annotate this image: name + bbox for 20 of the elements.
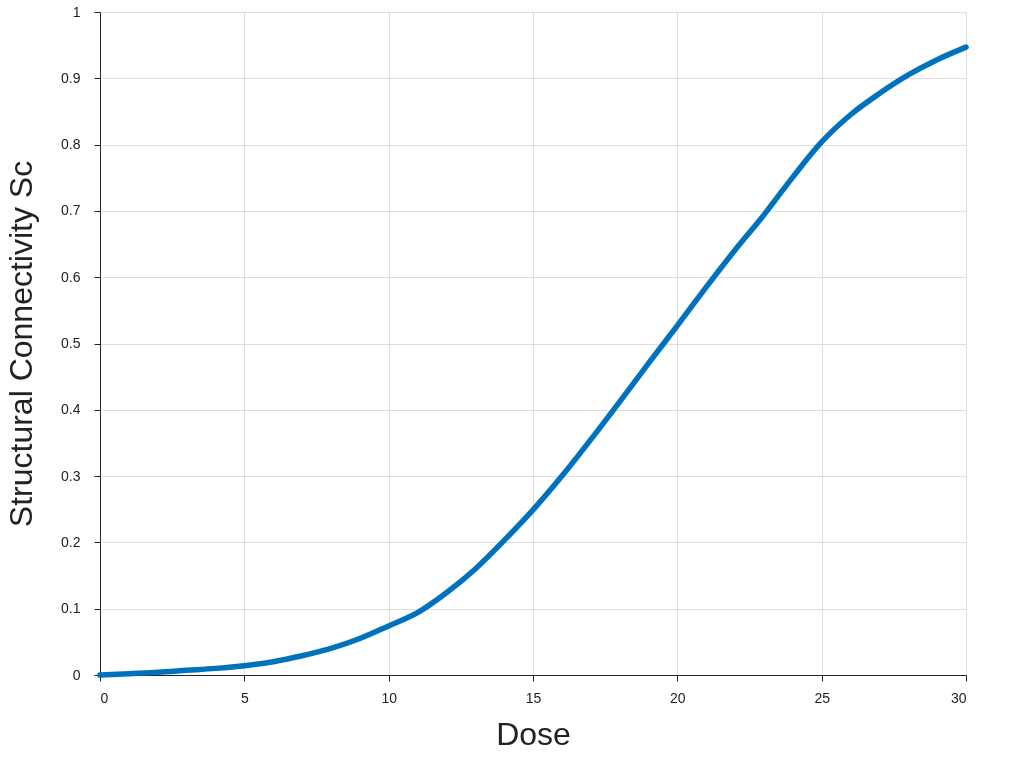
y-tick-label: 0.8 [61, 136, 81, 153]
y-tick-label: 0.5 [61, 335, 81, 351]
y-tick-label: 0.6 [61, 268, 81, 285]
x-tick-label: 25 [814, 689, 831, 706]
x-tick-label: 5 [240, 689, 249, 706]
x-tick-label: 10 [381, 689, 398, 706]
x-tick-label: 30 [950, 689, 967, 706]
y-tick-label: 0.9 [61, 69, 81, 86]
y-tick-label: 0.4 [61, 401, 81, 418]
x-tick-label: 20 [670, 689, 686, 706]
y-tick-label: 1 [72, 3, 81, 20]
y-tick-label: 0.2 [61, 533, 81, 550]
y-tick-label: 0.3 [61, 467, 81, 484]
x-tick-label: 15 [525, 689, 542, 706]
y-tick-label: 0.1 [61, 600, 81, 617]
x-tick-label: 0 [100, 689, 109, 706]
y-tick-label: 0 [72, 666, 81, 683]
y-tick-label: 0.7 [61, 202, 81, 219]
x-axis-title: Dose [496, 715, 571, 752]
y-axis-title: Structural Connectivity Sc [3, 160, 40, 528]
